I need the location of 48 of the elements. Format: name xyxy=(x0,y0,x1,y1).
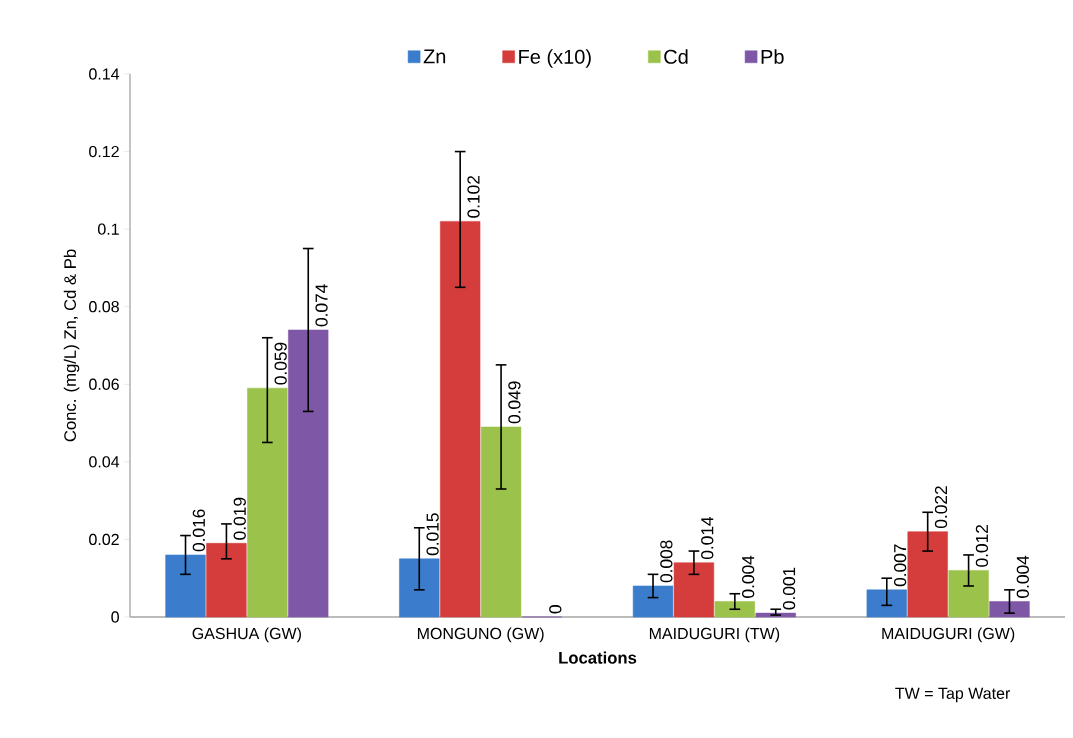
y-axis-title: Conc. (mg/L) Zn, Cd & Pb xyxy=(63,249,80,442)
data-label: 0.004 xyxy=(1016,555,1029,598)
bar xyxy=(288,329,329,618)
data-label: 0.022 xyxy=(934,486,948,529)
y-tick-label: 0.08 xyxy=(89,301,119,313)
y-tick-label: 0.1 xyxy=(97,223,119,235)
data-label: 0.007 xyxy=(893,544,907,587)
bar xyxy=(948,570,989,618)
y-tick-label: 0 xyxy=(111,611,119,623)
data-label: 0.004 xyxy=(742,555,755,598)
y-tick-label: 0.12 xyxy=(89,145,119,158)
data-label: 0.059 xyxy=(274,342,287,385)
x-tick-label: MAIDUGURI (TW) xyxy=(649,627,780,643)
data-label: 0.049 xyxy=(508,381,521,424)
x-tick-label: GASHUA (GW) xyxy=(192,627,301,643)
data-label: 0.001 xyxy=(782,567,796,610)
bar xyxy=(989,601,1030,618)
data-label: 0 xyxy=(549,605,562,614)
data-label: 0.019 xyxy=(233,497,246,540)
x-tick-label: MONGUNO (GW) xyxy=(417,627,544,643)
bar xyxy=(247,387,288,618)
bar xyxy=(907,531,948,618)
bar xyxy=(866,589,907,618)
bar xyxy=(714,601,755,618)
data-label: 0.015 xyxy=(426,513,439,556)
data-label: 0.008 xyxy=(660,540,673,583)
legend-label: Cd xyxy=(664,49,688,64)
y-tick-label: 0.02 xyxy=(89,533,119,546)
data-label: 0.012 xyxy=(975,525,989,567)
bar xyxy=(673,562,715,618)
legend-label: Pb xyxy=(761,49,784,64)
y-tick-label: 0.14 xyxy=(89,68,120,80)
data-label: 0.014 xyxy=(701,516,714,560)
x-tick-label: MAIDUGURI (GW) xyxy=(882,627,1015,643)
x-axis-title: Locations xyxy=(559,651,637,664)
legend-label: Zn xyxy=(423,49,446,64)
bar xyxy=(165,554,206,618)
data-label: 0.074 xyxy=(315,284,328,327)
data-label: 0.016 xyxy=(192,509,205,552)
legend-label: Fe (x10) xyxy=(519,49,591,68)
y-tick-label: 0.06 xyxy=(89,378,119,390)
bar xyxy=(632,585,674,618)
text: TW = Tap Water xyxy=(895,687,1011,703)
bar xyxy=(480,426,522,618)
bar xyxy=(440,221,481,618)
data-label: 0.102 xyxy=(467,175,480,218)
y-tick-label: 0.04 xyxy=(89,456,120,468)
bar xyxy=(206,543,247,618)
